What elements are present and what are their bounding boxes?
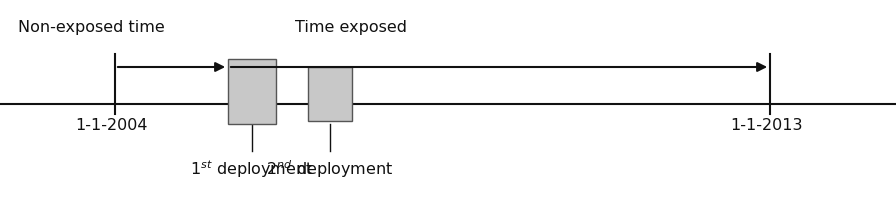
Text: 1-1-2004: 1-1-2004 [75,117,148,132]
Text: 1$^{st}$ deployment: 1$^{st}$ deployment [190,157,314,179]
Bar [308,68,352,121]
Text: 1-1-2013: 1-1-2013 [730,117,803,132]
Text: Non-exposed time: Non-exposed time [18,20,165,35]
Text: Time exposed: Time exposed [295,20,407,35]
Text: 2$^{nd}$ deployment: 2$^{nd}$ deployment [266,157,393,179]
Bar [228,60,276,124]
